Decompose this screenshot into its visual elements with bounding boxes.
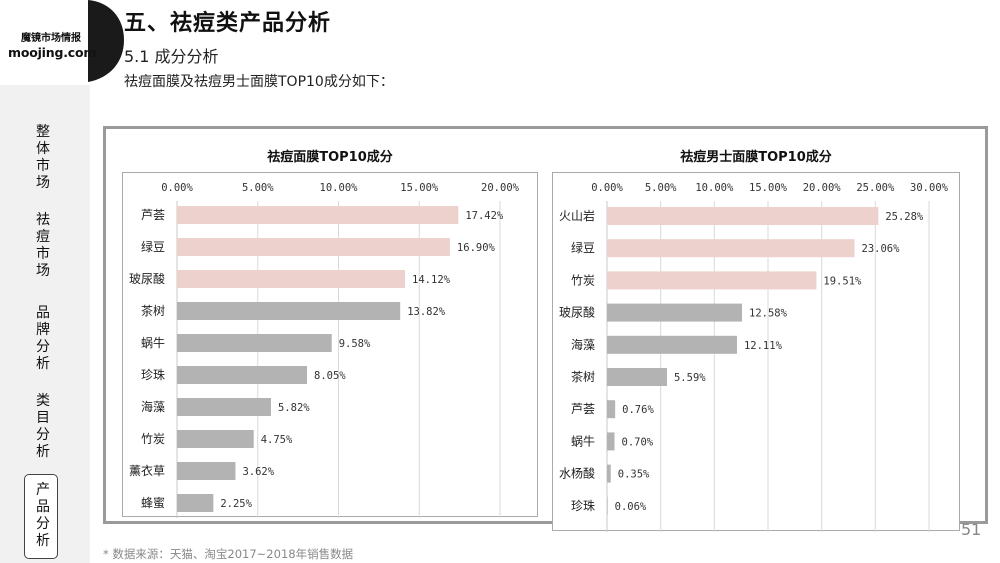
x-tick-label: 0.00% xyxy=(591,182,623,194)
data-label: 25.28% xyxy=(885,211,924,223)
sidebar-item-overall-market[interactable]: 整体市场 xyxy=(36,124,50,191)
category-label: 绿豆 xyxy=(141,239,165,254)
sidebar-active-indicator xyxy=(24,474,58,559)
category-label: 茶树 xyxy=(571,369,595,384)
bar xyxy=(607,207,879,225)
bar xyxy=(607,271,817,290)
chart-acne-mask: 0.00% 5.00% 10.00% 15.00% 20.00% 芦荟 17.42% 绿豆 16… xyxy=(122,172,538,518)
data-label: 23.06% xyxy=(862,243,901,255)
bar xyxy=(607,400,616,419)
x-tick-label: 15.00% xyxy=(400,182,439,194)
bar xyxy=(177,462,236,480)
bar xyxy=(607,303,743,322)
bar xyxy=(177,206,459,224)
bar xyxy=(607,496,608,515)
x-tick-label: 20.00% xyxy=(481,182,520,194)
data-label: 8.05% xyxy=(314,370,346,382)
source-note: * 数据来源：天猫、淘宝2017~2018年销售数据 xyxy=(103,547,354,561)
chart-title-acne-mask: 祛痘面膜TOP10成分 xyxy=(267,150,393,165)
bar xyxy=(177,238,450,256)
data-label: 5.82% xyxy=(278,402,310,414)
bar xyxy=(177,270,406,288)
category-label: 珍珠 xyxy=(571,499,595,513)
section-subtitle: 5.1 成分分析 xyxy=(124,47,219,66)
sidebar-item-product-analysis[interactable]: 产品分析 xyxy=(36,482,50,549)
category-label: 蜗牛 xyxy=(141,335,165,350)
category-label: 玻尿酸 xyxy=(129,271,165,286)
x-tick-label: 5.00% xyxy=(645,182,677,194)
data-label: 0.35% xyxy=(618,469,650,481)
page-number: 51 xyxy=(961,520,982,539)
data-label: 0.70% xyxy=(622,436,654,448)
category-label: 火山岩 xyxy=(559,208,595,223)
section-intro: 祛痘面膜及祛痘男士面膜TOP10成分如下： xyxy=(124,74,394,90)
bar xyxy=(177,430,254,448)
page-title: 五、祛痘类产品分析 xyxy=(124,11,332,36)
category-label: 蜗牛 xyxy=(571,433,595,448)
category-label: 水杨酸 xyxy=(559,466,595,481)
category-label: 竹炭 xyxy=(141,432,165,446)
chart-men-acne-mask-svg: 0.00% 5.00% 10.00% 15.00% 20.00% 25.00% 30.00%… xyxy=(559,182,949,532)
x-tick-label: 10.00% xyxy=(320,182,359,194)
bar xyxy=(607,335,737,354)
data-label: 14.12% xyxy=(412,274,451,286)
bar xyxy=(177,494,214,512)
bar xyxy=(177,366,308,384)
bar xyxy=(607,239,855,258)
data-label: 4.75% xyxy=(261,434,293,446)
charts-frame xyxy=(103,126,988,524)
data-label: 0.76% xyxy=(622,404,654,416)
x-tick-label: 15.00% xyxy=(749,182,788,194)
sidebar-item-category-analysis[interactable]: 类目分析 xyxy=(36,393,50,460)
bar xyxy=(177,302,401,320)
chart-title-men-acne-mask: 祛痘男士面膜TOP10成分 xyxy=(680,150,832,165)
data-label: 12.58% xyxy=(749,308,788,320)
category-label: 珍珠 xyxy=(141,368,165,382)
bar xyxy=(177,334,332,352)
brand-logo: 魔镜市场情报 moojing.com xyxy=(8,33,97,60)
x-tick-label: 30.00% xyxy=(910,182,949,194)
data-label: 16.90% xyxy=(457,242,496,254)
data-label: 9.58% xyxy=(339,338,371,350)
sidebar-item-brand-analysis[interactable]: 品牌分析 xyxy=(36,305,50,372)
bar xyxy=(607,432,615,451)
data-label: 17.42% xyxy=(465,210,504,222)
category-label: 绿豆 xyxy=(571,240,595,255)
chart-acne-mask-svg: 0.00% 5.00% 10.00% 15.00% 20.00% 芦荟 17.42% 绿豆 16… xyxy=(129,182,520,518)
category-label: 薰衣草 xyxy=(129,463,165,478)
data-label: 19.51% xyxy=(823,275,862,287)
bar xyxy=(177,398,271,416)
data-label: 12.11% xyxy=(744,340,783,352)
data-label: 13.82% xyxy=(407,306,446,318)
category-label: 芦荟 xyxy=(141,208,165,222)
category-label: 芦荟 xyxy=(571,402,595,416)
brand-logo-shape xyxy=(88,0,124,82)
category-label: 海藻 xyxy=(571,337,595,352)
data-label: 3.62% xyxy=(242,466,274,478)
x-tick-label: 0.00% xyxy=(161,182,193,194)
category-label: 蜂蜜 xyxy=(141,495,165,510)
category-label: 竹炭 xyxy=(571,273,595,287)
data-label: 2.25% xyxy=(220,498,252,510)
x-tick-label: 25.00% xyxy=(856,182,895,194)
sidebar-item-acne-market[interactable]: 祛痘市场 xyxy=(36,212,50,279)
brand-domain: moojing.com xyxy=(8,45,97,60)
chart-men-acne-mask: 0.00% 5.00% 10.00% 15.00% 20.00% 25.00% 30.00%… xyxy=(552,172,960,532)
bar xyxy=(607,464,611,483)
x-tick-label: 5.00% xyxy=(242,182,274,194)
data-label: 5.59% xyxy=(674,372,706,384)
x-tick-label: 10.00% xyxy=(695,182,734,194)
category-label: 茶树 xyxy=(141,303,165,318)
category-label: 玻尿酸 xyxy=(559,305,595,320)
data-label: 0.06% xyxy=(615,501,647,513)
brand-name-cn: 魔镜市场情报 xyxy=(21,33,81,44)
bar xyxy=(607,368,667,386)
x-tick-label: 20.00% xyxy=(803,182,842,194)
category-label: 海藻 xyxy=(141,399,165,414)
